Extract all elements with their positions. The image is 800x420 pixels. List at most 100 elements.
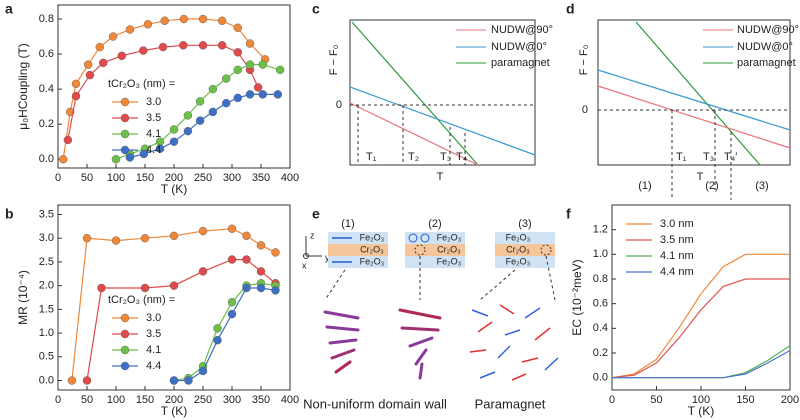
- marker: [198, 267, 208, 276]
- marker: [233, 65, 243, 75]
- region-label: (1): [638, 180, 651, 192]
- layer: Fe₂O₃: [360, 232, 385, 242]
- x-tick-label: 0: [609, 394, 615, 406]
- y-tick-label: 0.0: [593, 372, 608, 384]
- marker: [198, 41, 208, 50]
- marker: [139, 46, 148, 55]
- legend-label: NUDW@90°: [737, 24, 799, 36]
- y-tick-label: 0.6: [39, 48, 54, 60]
- x-tick-label: 150: [136, 394, 154, 406]
- marker: [245, 90, 255, 99]
- x-tick-label: 400: [281, 172, 299, 184]
- panel-label: e: [312, 206, 320, 222]
- marker: [233, 48, 243, 57]
- marker: [213, 335, 222, 345]
- layer: Fe₂O₃: [360, 256, 385, 266]
- marker: [273, 90, 283, 99]
- x-tick-label: 200: [781, 394, 799, 406]
- marker: [256, 241, 266, 250]
- x-label: T: [697, 171, 704, 183]
- spin-arrows: [323, 308, 442, 380]
- marker: [125, 153, 135, 162]
- y-tick-label: 0.4: [39, 83, 54, 95]
- series-line: [67, 44, 259, 141]
- marker: [169, 281, 179, 290]
- marker: [208, 107, 218, 117]
- x-tick-label: 50: [650, 394, 662, 406]
- region-label: (3): [755, 180, 768, 192]
- marker: [111, 155, 121, 164]
- marker: [233, 23, 243, 32]
- x-tick-label: 350: [252, 172, 270, 184]
- axis-x: x: [302, 260, 307, 270]
- panel-label: f: [566, 206, 571, 222]
- panel-c: c 0 F − F₀ T T₁ T₂ T₃ T₄ NUDW@90° NUDW@0…: [312, 1, 553, 183]
- legend-label: 4.4: [146, 360, 161, 372]
- marker: [258, 90, 267, 99]
- marker: [97, 283, 106, 293]
- x-tick-label: 0: [55, 172, 61, 184]
- marker: [271, 248, 280, 257]
- legend-marker: [120, 113, 130, 123]
- y-tick-label: 1.5: [39, 303, 54, 315]
- marker: [271, 286, 280, 295]
- legend-label: 3.0: [146, 96, 161, 108]
- x-tick-label: 50: [81, 394, 93, 406]
- panel-label: d: [566, 1, 575, 17]
- x-tick-label: 400: [281, 394, 299, 406]
- region-label: (2): [705, 180, 718, 192]
- marker: [82, 376, 92, 385]
- y-axis-label: μ₀HCoupling (T): [16, 43, 30, 130]
- marker: [242, 231, 251, 241]
- panel-d: d 0 F − F₀ T T₁ T₃′ T₄′ (1) (2) (3) NUDW…: [566, 1, 799, 200]
- marker: [179, 41, 188, 50]
- layer: Fe₂O₃: [506, 256, 531, 266]
- x-tick-label: 100: [692, 394, 710, 406]
- marker: [183, 126, 193, 136]
- layer: Cr₂O₃: [360, 244, 384, 254]
- marker: [125, 25, 135, 34]
- nudw90-line: [597, 85, 791, 149]
- marker: [143, 20, 153, 29]
- y-tick-label: 0.2: [39, 118, 54, 130]
- marker: [198, 14, 208, 24]
- x-tick-label: 100: [107, 394, 125, 406]
- x-tick-label: 150: [736, 394, 754, 406]
- layer: Cr₂O₃: [506, 244, 530, 254]
- legend-label: NUDW@0°: [737, 41, 793, 53]
- legend-label: 4.4 nm: [660, 266, 694, 278]
- x-tick-label: 250: [194, 172, 212, 184]
- x-tick-label: 50: [81, 172, 93, 184]
- axis-y: y: [325, 252, 330, 262]
- y-tick-label: 0.8: [39, 13, 54, 25]
- marker: [140, 234, 150, 243]
- legend-label: 3.5: [146, 112, 161, 124]
- marker: [71, 91, 81, 101]
- zero-label: 0: [582, 104, 588, 116]
- region-label: (3): [518, 218, 531, 230]
- y-tick-label: 0.2: [593, 347, 608, 359]
- legend-marker: [120, 129, 130, 139]
- legend-label: 3.0: [146, 312, 161, 324]
- random-spins: [469, 304, 559, 381]
- marker: [242, 255, 251, 264]
- y-tick-label: 0.0: [39, 153, 54, 165]
- marker: [198, 226, 208, 236]
- marker: [108, 32, 118, 41]
- x-tick-label: 150: [136, 172, 154, 184]
- t-label: T₄: [456, 151, 468, 163]
- marker: [253, 83, 263, 92]
- panel-label: c: [312, 1, 320, 17]
- t-label: T₁: [676, 151, 687, 163]
- frame: [597, 19, 791, 166]
- legend-label: 3.5: [146, 328, 161, 340]
- layer: Cr₂O₃: [437, 244, 461, 254]
- y-tick-label: 1.0: [39, 327, 54, 339]
- marker: [183, 111, 193, 120]
- guide-lines: [350, 104, 535, 165]
- y-label: F − F₀: [578, 45, 590, 76]
- marker: [245, 39, 255, 48]
- series-line: [611, 278, 790, 379]
- y-tick-label: 0.6: [593, 298, 608, 310]
- marker: [208, 84, 218, 94]
